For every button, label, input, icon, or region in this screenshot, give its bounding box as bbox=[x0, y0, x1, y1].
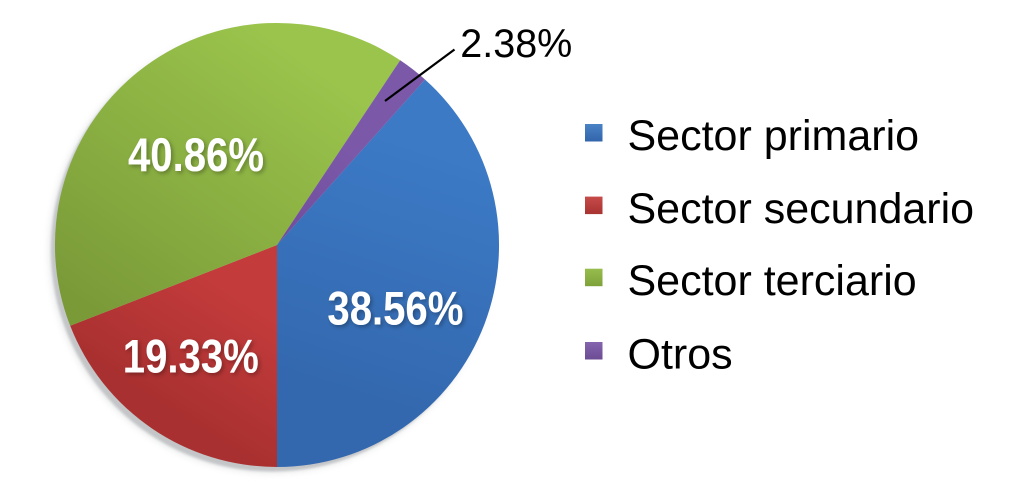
svg-text:Sector secundario: Sector secundario bbox=[628, 185, 975, 233]
svg-text:Sector primario: Sector primario bbox=[628, 112, 920, 160]
svg-text:38.56%: 38.56% bbox=[327, 282, 463, 335]
svg-text:Otros: Otros bbox=[628, 330, 733, 378]
svg-text:Sector terciario: Sector terciario bbox=[628, 257, 917, 305]
svg-text:19.33%: 19.33% bbox=[123, 329, 259, 382]
svg-text:40.86%: 40.86% bbox=[128, 128, 264, 181]
svg-text:2.38%: 2.38% bbox=[460, 22, 572, 66]
